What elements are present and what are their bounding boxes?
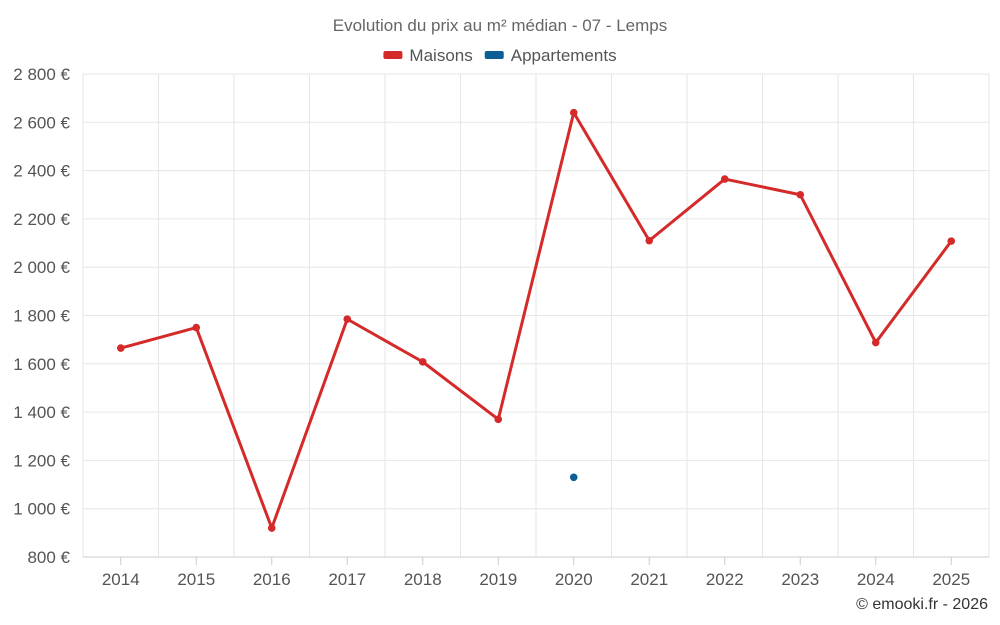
y-tick-label: 1 600 € [13, 355, 70, 374]
data-point[interactable] [267, 524, 276, 532]
data-point[interactable] [494, 415, 503, 424]
x-tick-label: 2021 [630, 570, 668, 589]
legend-label: Appartements [511, 46, 617, 65]
x-tick-label: 2022 [706, 570, 744, 589]
data-point[interactable] [343, 315, 352, 323]
y-tick-label: 2 600 € [13, 113, 70, 132]
x-tick-label: 2023 [781, 570, 819, 589]
series-appartements [569, 473, 578, 482]
data-point[interactable] [720, 175, 729, 183]
x-tick-label: 2024 [857, 570, 895, 589]
y-tick-label: 2 800 € [13, 65, 70, 84]
series-line [120, 111, 953, 530]
y-tick-label: 800 € [27, 548, 70, 567]
y-tick-label: 2 200 € [13, 210, 70, 229]
x-tick-label: 2015 [177, 570, 215, 589]
data-point[interactable] [645, 236, 654, 245]
y-tick-label: 2 400 € [13, 162, 70, 181]
y-tick-label: 1 000 € [13, 500, 70, 519]
data-point[interactable] [116, 344, 125, 352]
data-point[interactable] [569, 473, 578, 482]
y-tick-label: 1 800 € [13, 307, 70, 326]
data-point[interactable] [418, 358, 427, 366]
x-tick-label: 2020 [555, 570, 593, 589]
gridlines [82, 73, 990, 557]
x-tick-label: 2016 [253, 570, 291, 589]
x-tick-label: 2014 [102, 570, 140, 589]
y-tick-label: 1 400 € [13, 403, 70, 422]
series-maisons [116, 108, 956, 532]
legend-swatch [383, 51, 403, 59]
data-point[interactable] [192, 323, 201, 332]
x-tick-label: 2019 [479, 570, 517, 589]
data-point[interactable] [569, 108, 578, 117]
chart-title: Evolution du prix au m² médian - 07 - Le… [333, 16, 668, 35]
data-point[interactable] [947, 237, 956, 245]
legend-item-appartements[interactable]: Appartements [484, 46, 617, 65]
credit-text: © emooki.fr - 2026 [856, 596, 988, 613]
axes: 800 € 1 000 € 1 200 € 1 400 € 1 600 € 1 800 €… [13, 65, 989, 589]
x-tick-label: 2017 [328, 570, 366, 589]
y-tick-label: 2 000 € [13, 258, 70, 277]
series-layer [116, 108, 956, 532]
legend-swatch [484, 51, 504, 59]
legend-label: Maisons [409, 46, 472, 65]
data-point[interactable] [796, 190, 805, 199]
legend-item-maisons[interactable]: Maisons [383, 46, 473, 65]
x-tick-label: 2018 [404, 570, 442, 589]
x-tick-label: 2025 [932, 570, 970, 589]
legend: Maisons Appartements [383, 46, 617, 65]
data-point[interactable] [871, 338, 880, 347]
y-tick-label: 1 200 € [13, 451, 70, 470]
